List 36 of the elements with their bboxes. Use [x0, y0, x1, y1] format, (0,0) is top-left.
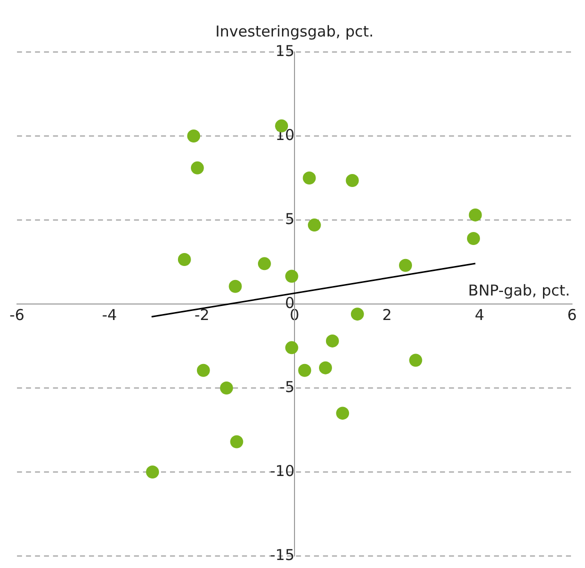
- y-tick-label: -10: [270, 462, 294, 480]
- point: [187, 130, 200, 142]
- point: [285, 270, 298, 283]
- x-axis-title: BNP-gab, pct.: [468, 281, 570, 300]
- point: [298, 364, 312, 377]
- point: [228, 280, 242, 293]
- point: [196, 364, 210, 377]
- y-tick-label: 15: [275, 42, 294, 60]
- x-tick-label: 6: [567, 306, 577, 324]
- point: [190, 161, 204, 174]
- y-tick-label: 5: [284, 210, 294, 228]
- x-tick-label: -6: [10, 306, 24, 324]
- point: [326, 334, 339, 348]
- point: [350, 308, 364, 321]
- x-tick-label: 4: [474, 306, 484, 324]
- y-tick-label: -15: [270, 546, 294, 564]
- x-tick-label: -4: [102, 306, 117, 324]
- y-axis-title: Investeringsgab, pct.: [215, 22, 374, 40]
- point: [178, 252, 191, 266]
- x-tick-label: 2: [382, 306, 392, 324]
- point: [308, 218, 321, 232]
- point: [318, 361, 332, 374]
- point: [468, 208, 482, 222]
- point: [230, 435, 244, 448]
- point: [258, 257, 271, 270]
- point: [466, 232, 480, 245]
- point: [409, 354, 422, 367]
- x-tick-label: -2: [194, 306, 210, 324]
- point: [302, 172, 316, 184]
- point: [336, 406, 350, 420]
- point: [146, 466, 160, 478]
- point: [285, 341, 298, 354]
- point: [399, 258, 412, 272]
- point: [220, 382, 234, 394]
- point: [346, 174, 359, 188]
- y-tick-label: -5: [280, 378, 294, 396]
